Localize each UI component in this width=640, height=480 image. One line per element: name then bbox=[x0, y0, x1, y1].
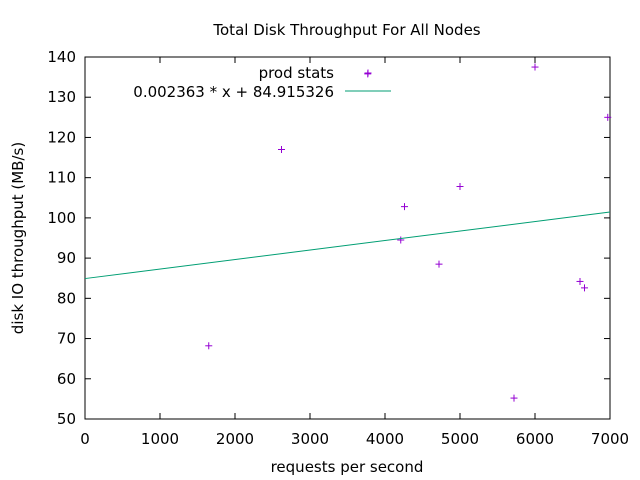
y-tick-label-120: 120 bbox=[47, 128, 76, 146]
y-tick-label-140: 140 bbox=[47, 48, 76, 66]
data-point-10 bbox=[576, 277, 584, 285]
data-point-2 bbox=[278, 146, 285, 154]
data-point-4 bbox=[397, 236, 405, 244]
y-axis: 50 60 70 80 90 100 110 120 130 140 bbox=[47, 48, 610, 428]
x-tick-label-4000: 4000 bbox=[366, 430, 404, 448]
data-point-7 bbox=[456, 183, 464, 191]
x-tick-label-0: 0 bbox=[80, 430, 90, 448]
x-axis: 0 1000 2000 3000 4000 5000 6000 7000 bbox=[80, 57, 629, 448]
y-axis-label: disk IO throughput (MB/s) bbox=[9, 142, 27, 334]
chart-title: Total Disk Throughput For All Nodes bbox=[212, 21, 480, 39]
plot-border bbox=[84, 56, 611, 420]
legend-label-prod-stats: prod stats bbox=[259, 64, 335, 82]
y-tick-label-130: 130 bbox=[47, 88, 76, 106]
x-tick-label-6000: 6000 bbox=[516, 430, 554, 448]
legend: prod stats 0.002363 * x + 84.915326 bbox=[133, 64, 391, 101]
data-point-1 bbox=[205, 342, 213, 350]
y-tick-label-70: 70 bbox=[57, 330, 76, 348]
fit-line bbox=[84, 211, 611, 280]
y-tick-label-90: 90 bbox=[57, 249, 76, 267]
data-point-11 bbox=[581, 284, 588, 292]
y-tick-label-80: 80 bbox=[57, 289, 76, 307]
legend-marker-prod-stats bbox=[364, 69, 372, 77]
x-tick-label-3000: 3000 bbox=[291, 430, 329, 448]
data-point-5 bbox=[401, 203, 408, 211]
y-tick-label-110: 110 bbox=[47, 169, 76, 187]
series-layer bbox=[84, 63, 612, 402]
y-tick-label-60: 60 bbox=[57, 370, 76, 388]
plot-area bbox=[84, 56, 611, 420]
data-point-8 bbox=[510, 394, 518, 402]
data-point-12 bbox=[604, 113, 612, 121]
legend-marker-symbol bbox=[364, 69, 372, 77]
y-tick-label-100: 100 bbox=[47, 209, 76, 227]
x-tick-label-1000: 1000 bbox=[141, 430, 179, 448]
x-tick-label-2000: 2000 bbox=[216, 430, 254, 448]
y-tick-label-50: 50 bbox=[57, 410, 76, 428]
data-point-6 bbox=[435, 260, 443, 268]
x-tick-label-5000: 5000 bbox=[441, 430, 479, 448]
legend-label-fit-line: 0.002363 * x + 84.915326 bbox=[133, 83, 334, 101]
data-point-9 bbox=[531, 63, 539, 71]
x-axis-label: requests per second bbox=[271, 458, 424, 476]
x-tick-label-7000: 7000 bbox=[591, 430, 629, 448]
